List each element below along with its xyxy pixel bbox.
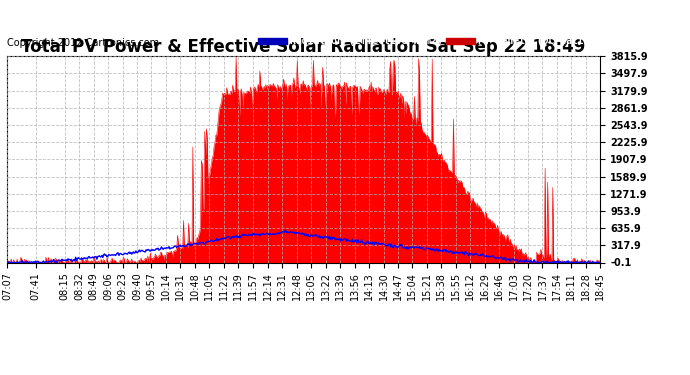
Title: Total PV Power & Effective Solar Radiation Sat Sep 22 18:49: Total PV Power & Effective Solar Radiati… — [21, 38, 586, 56]
Text: Copyright 2012 Cartronics.com: Copyright 2012 Cartronics.com — [7, 38, 159, 48]
Legend: Radiation (Effective w/m2), PV Panels (DC Watts): Radiation (Effective w/m2), PV Panels (D… — [258, 36, 595, 46]
